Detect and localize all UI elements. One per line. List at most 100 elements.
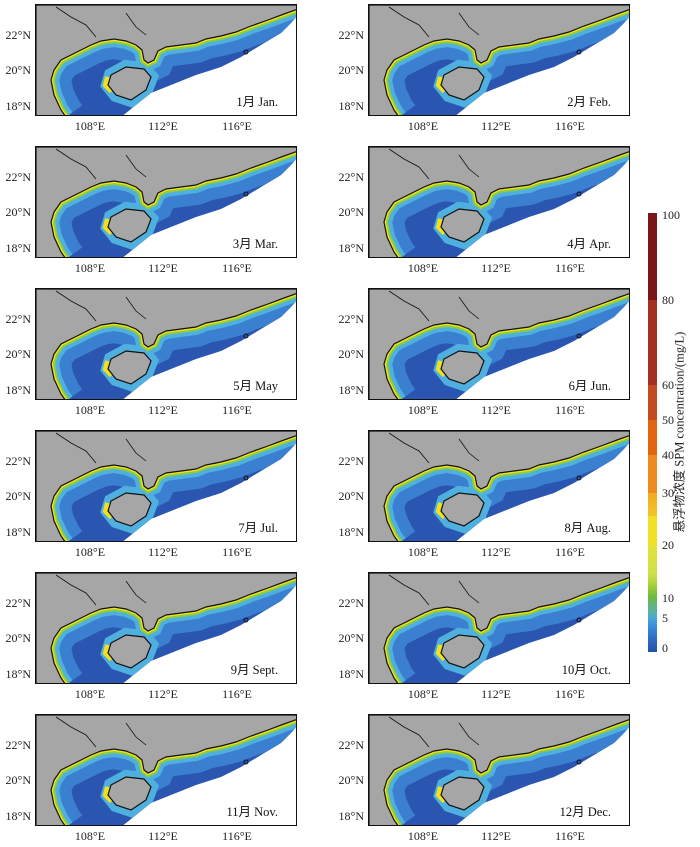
- colorbar-tick: 80: [662, 293, 674, 307]
- latitude-label: 20°N: [5, 205, 31, 219]
- latitude-label: 18°N: [5, 241, 31, 255]
- latitude-label: 22°N: [338, 170, 364, 184]
- latitude-label: 18°N: [5, 525, 31, 539]
- longitude-label: 116°E: [555, 403, 585, 417]
- colorbar-title: 悬浮物浓度 SPM concentration/(mg/L): [672, 331, 687, 533]
- latitude-label: 22°N: [5, 312, 31, 326]
- map-panel: 5月 May: [35, 288, 297, 400]
- month-label: 1月 Jan.: [236, 95, 278, 109]
- map-panel: 10月 Oct.: [368, 572, 630, 684]
- map-panel: 12月 Dec.: [368, 714, 630, 826]
- longitude-label: 108°E: [74, 261, 106, 275]
- colorbar-tick: 10: [662, 591, 674, 605]
- latitude-label: 22°N: [5, 170, 31, 184]
- latitude-label: 20°N: [5, 63, 31, 77]
- longitude-label: 112°E: [148, 261, 178, 275]
- latitude-label: 20°N: [338, 631, 364, 645]
- latitude-label: 20°N: [338, 205, 364, 219]
- map-panel: 2月 Feb.: [368, 4, 630, 116]
- latitude-label: 18°N: [338, 667, 364, 681]
- latitude-label: 18°N: [338, 383, 364, 397]
- longitude-label: 116°E: [222, 119, 252, 133]
- longitude-label: 108°E: [74, 545, 106, 559]
- colorbar-tick: 100: [662, 208, 680, 222]
- latitude-label: 18°N: [338, 99, 364, 113]
- longitude-label: 116°E: [222, 261, 252, 275]
- month-label: 12月 Dec.: [559, 805, 611, 819]
- longitude-label: 108°E: [407, 545, 439, 559]
- map-panel: 6月 Jun.: [368, 288, 630, 400]
- map-panel: 7月 Jul.: [35, 430, 297, 542]
- longitude-label: 116°E: [222, 403, 252, 417]
- latitude-label: 22°N: [5, 738, 31, 752]
- month-label: 2月 Feb.: [567, 95, 611, 109]
- longitude-label: 108°E: [407, 403, 439, 417]
- longitude-label: 112°E: [481, 403, 511, 417]
- longitude-label: 108°E: [74, 403, 106, 417]
- latitude-label: 20°N: [5, 631, 31, 645]
- month-label: 10月 Oct.: [561, 663, 611, 677]
- colorbar-tick: 60: [662, 378, 674, 392]
- map-panel: 8月 Aug.: [368, 430, 630, 542]
- map-panel: 3月 Mar.: [35, 146, 297, 258]
- latitude-label: 22°N: [338, 454, 364, 468]
- colorbar-tick: 0: [662, 641, 668, 655]
- month-label: 9月 Sept.: [230, 663, 278, 677]
- month-label: 7月 Jul.: [238, 521, 278, 535]
- colorbar: [648, 213, 657, 652]
- latitude-label: 22°N: [5, 28, 31, 42]
- latitude-label: 22°N: [338, 738, 364, 752]
- longitude-label: 116°E: [555, 829, 585, 843]
- colorbar-tick: 20: [662, 538, 674, 552]
- longitude-label: 112°E: [148, 403, 178, 417]
- latitude-label: 18°N: [5, 99, 31, 113]
- longitude-label: 108°E: [74, 119, 106, 133]
- longitude-label: 116°E: [555, 119, 585, 133]
- map-panel: 4月 Apr.: [368, 146, 630, 258]
- map-panel: 1月 Jan.: [35, 4, 297, 116]
- longitude-label: 112°E: [148, 545, 178, 559]
- longitude-label: 108°E: [407, 261, 439, 275]
- latitude-label: 18°N: [5, 809, 31, 823]
- colorbar-tick: 40: [662, 448, 674, 462]
- month-label: 8月 Aug.: [564, 521, 611, 535]
- longitude-label: 116°E: [555, 261, 585, 275]
- longitude-label: 112°E: [481, 545, 511, 559]
- colorbar-tick: 30: [662, 486, 674, 500]
- longitude-label: 116°E: [222, 829, 252, 843]
- month-label: 3月 Mar.: [232, 237, 278, 251]
- latitude-label: 18°N: [5, 383, 31, 397]
- month-label: 6月 Jun.: [568, 379, 611, 393]
- latitude-label: 22°N: [338, 312, 364, 326]
- longitude-label: 108°E: [407, 687, 439, 701]
- latitude-label: 20°N: [338, 489, 364, 503]
- colorbar-tick: 5: [662, 611, 668, 625]
- longitude-label: 108°E: [407, 119, 439, 133]
- latitude-label: 20°N: [338, 63, 364, 77]
- month-label: 11月 Nov.: [226, 805, 278, 819]
- map-panel: 11月 Nov.: [35, 714, 297, 826]
- latitude-label: 18°N: [338, 241, 364, 255]
- latitude-label: 20°N: [5, 347, 31, 361]
- longitude-label: 112°E: [481, 261, 511, 275]
- longitude-label: 112°E: [148, 119, 178, 133]
- latitude-label: 22°N: [338, 28, 364, 42]
- longitude-label: 116°E: [555, 545, 585, 559]
- colorbar-tick: 50: [662, 413, 674, 427]
- longitude-label: 108°E: [74, 687, 106, 701]
- latitude-label: 18°N: [338, 525, 364, 539]
- latitude-label: 20°N: [338, 773, 364, 787]
- longitude-label: 116°E: [555, 687, 585, 701]
- latitude-label: 20°N: [338, 347, 364, 361]
- latitude-label: 20°N: [5, 773, 31, 787]
- latitude-label: 22°N: [338, 596, 364, 610]
- latitude-label: 22°N: [5, 454, 31, 468]
- latitude-label: 18°N: [338, 809, 364, 823]
- longitude-label: 112°E: [481, 829, 511, 843]
- month-label: 4月 Apr.: [567, 237, 611, 251]
- longitude-label: 108°E: [407, 829, 439, 843]
- longitude-label: 116°E: [222, 545, 252, 559]
- latitude-label: 20°N: [5, 489, 31, 503]
- latitude-label: 18°N: [5, 667, 31, 681]
